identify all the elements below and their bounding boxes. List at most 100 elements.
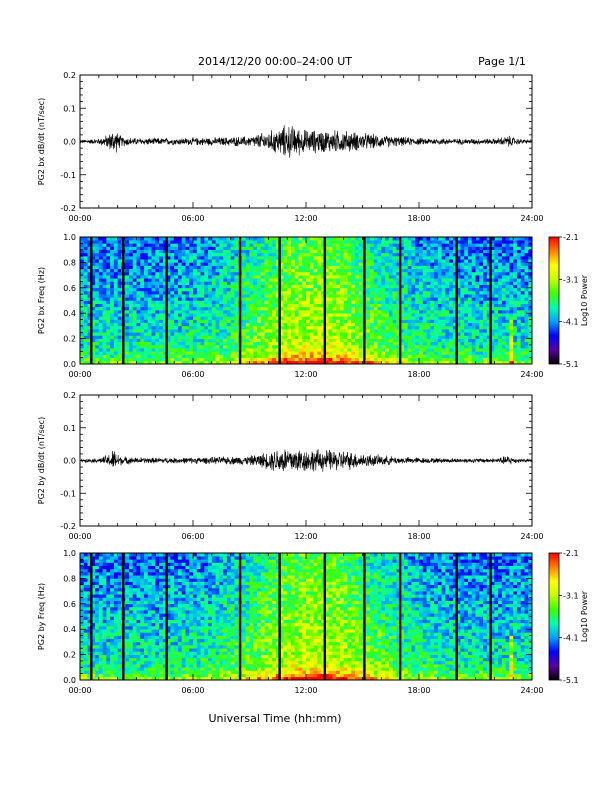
bx-spectrogram-cell xyxy=(302,313,307,317)
bx-spectrogram-cell xyxy=(151,297,156,301)
bx-spectrogram-cell xyxy=(166,357,171,362)
bx-spectrogram-cell xyxy=(501,322,506,327)
bx-spectrogram-cell xyxy=(422,275,427,279)
bx-spectrogram-cell xyxy=(336,306,341,311)
bx-spectrogram-cell xyxy=(407,300,412,304)
bx-spectrogram-cell xyxy=(230,237,235,241)
bx-spectrogram-cell xyxy=(396,354,401,358)
bx-spectrogram-cell xyxy=(159,249,164,254)
bx-spectrogram-cell xyxy=(490,256,495,260)
bx-spectrogram-cell xyxy=(385,297,390,301)
bx-spectrogram-cell xyxy=(279,284,284,289)
bx-spectrogram-cell xyxy=(117,240,122,244)
bx-spectrogram-cell xyxy=(223,316,228,320)
bx-dbdt-ytick-label: -0.1 xyxy=(60,171,76,180)
bx-spectrogram-cell xyxy=(388,332,393,336)
bx-spectrogram-cell xyxy=(136,303,141,308)
bx-spectrogram-cell xyxy=(483,237,488,241)
bx-spectrogram-cell xyxy=(253,341,258,346)
bx-spectrogram-cell xyxy=(486,344,491,349)
bx-spectrogram-cell xyxy=(241,322,247,327)
bx-spectrogram-cell xyxy=(407,322,412,327)
bx-spectrogram-cell xyxy=(426,287,431,292)
bx-spectrogram-cell xyxy=(434,278,439,282)
bx-spectrogram-cell xyxy=(215,344,220,349)
bx-spectrogram-cell xyxy=(91,332,96,336)
bx-spectrogram-cell xyxy=(83,344,88,349)
bx-spectrogram-cell xyxy=(302,249,307,254)
bx-spectrogram-cell xyxy=(294,252,299,257)
bx-spectrogram-cell xyxy=(80,332,85,336)
bx-spectrogram-cell xyxy=(464,259,469,263)
bx-spectrogram-cell xyxy=(98,275,103,279)
bx-spectrogram-cell xyxy=(177,265,182,270)
bx-spectrogram-cell xyxy=(339,290,344,295)
bx-spectrogram-cell xyxy=(516,237,521,241)
bx-spectrogram-cell xyxy=(193,246,198,250)
bx-spectrogram-cell xyxy=(177,237,182,241)
bx-spectrogram-cell xyxy=(162,338,167,343)
bx-spectrogram-cell xyxy=(219,268,224,273)
bx-spectrogram-cell xyxy=(87,338,92,343)
bx-spectrogram-cell xyxy=(430,313,435,317)
bx-spectrogram-cell xyxy=(151,335,156,339)
bx-spectrogram-cell xyxy=(204,240,209,244)
bx-spectrogram-cell xyxy=(87,335,92,339)
bx-spectrogram-cell xyxy=(113,265,118,270)
bx-spectrogram-cell xyxy=(437,246,442,250)
bx-spectrogram-cell xyxy=(185,351,190,355)
bx-spectrogram-cell xyxy=(328,294,333,298)
bx-spectrogram-cell xyxy=(516,262,521,266)
bx-spectrogram-cell xyxy=(241,246,247,250)
bx-spectrogram-cell xyxy=(230,335,235,339)
bx-spectrogram-cell xyxy=(483,246,488,250)
bx-spectrogram-cell xyxy=(501,344,506,349)
bx-spectrogram-cell xyxy=(177,284,182,289)
bx-spectrogram-cell xyxy=(343,281,348,285)
bx-spectrogram-data-gap xyxy=(398,237,402,364)
bx-spectrogram-cell xyxy=(430,240,435,244)
bx-spectrogram-cell xyxy=(170,329,175,333)
bx-spectrogram-cell xyxy=(411,284,416,289)
bx-spectrogram-cell xyxy=(260,275,265,279)
bx-spectrogram-cell xyxy=(257,259,262,263)
bx-spectrogram-cell xyxy=(144,281,149,285)
bx-spectrogram-cell xyxy=(174,249,179,254)
bx-spectrogram-cell xyxy=(113,316,118,320)
bx-spectrogram-cell xyxy=(80,348,85,352)
bx-spectrogram-cell xyxy=(486,268,491,273)
bx-spectrogram-cell xyxy=(128,357,134,362)
bx-spectrogram-cell xyxy=(234,275,239,279)
bx-spectrogram-cell xyxy=(95,351,100,355)
bx-spectrogram-cell xyxy=(294,237,299,241)
bx-spectrogram-cell xyxy=(419,360,424,365)
bx-spectrogram-cell xyxy=(354,319,360,324)
bx-spectrogram-cell xyxy=(377,275,382,279)
bx-spectrogram-cell xyxy=(95,284,100,289)
bx-spectrogram-cell xyxy=(313,354,318,358)
bx-spectrogram-cell xyxy=(370,271,375,276)
bx-spectrogram-cell xyxy=(177,335,182,339)
bx-spectrogram-cell xyxy=(377,316,382,320)
bx-spectrogram-cell xyxy=(343,332,348,336)
bx-spectrogram-cell xyxy=(268,290,273,295)
bx-spectrogram-cell xyxy=(445,268,450,273)
bx-spectrogram-cell xyxy=(501,357,506,362)
bx-spectrogram-cell xyxy=(257,271,262,276)
bx-spectrogram-cell xyxy=(80,344,85,349)
bx-spectrogram-cell xyxy=(370,294,375,298)
bx-spectrogram-cell xyxy=(80,310,85,314)
bx-spectrogram-cell xyxy=(95,294,100,298)
bx-spectrogram-cell xyxy=(166,338,171,343)
bx-spectrogram-cell xyxy=(272,281,277,285)
bx-spectrogram-cell xyxy=(181,360,186,365)
bx-spectrogram-cell xyxy=(528,322,533,327)
bx-spectrogram-cell xyxy=(287,240,292,244)
bx-spectrogram-cell xyxy=(245,313,250,317)
bx-spectrogram-cell xyxy=(211,240,216,244)
bx-spectrogram-cell xyxy=(407,303,412,308)
bx-spectrogram-cell xyxy=(388,360,393,365)
bx-spectrogram-cell xyxy=(159,316,164,320)
bx-spectrogram-cell xyxy=(385,246,390,250)
bx-spectrogram-cell xyxy=(358,338,363,343)
